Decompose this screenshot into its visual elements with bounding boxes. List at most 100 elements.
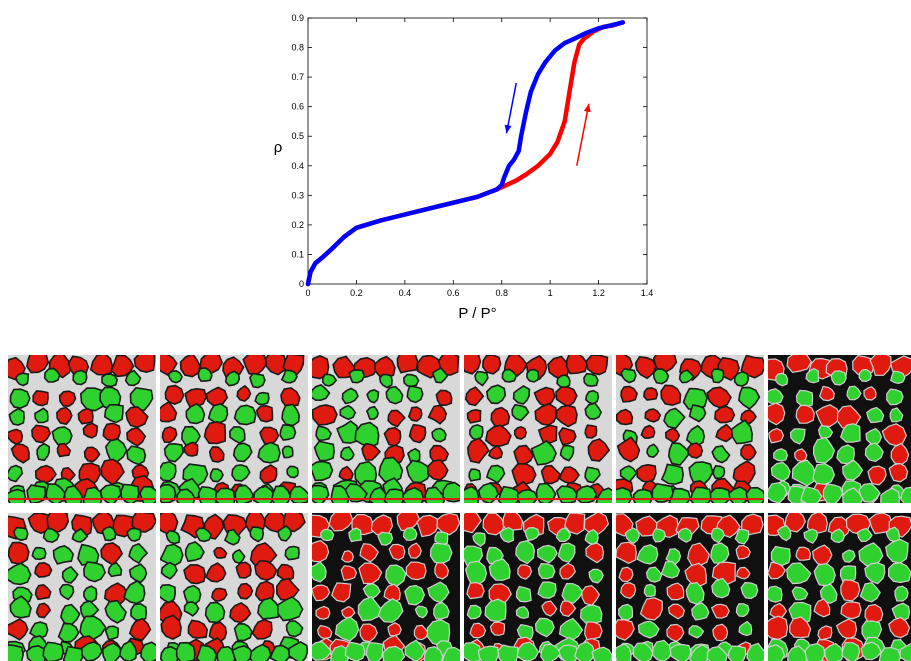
green-domain: [797, 390, 813, 406]
green-domain: [321, 529, 334, 540]
y-tick-label: 0: [299, 279, 304, 289]
x-tick-label: 0.2: [350, 288, 363, 298]
green-domain: [736, 604, 749, 617]
red-domain: [796, 547, 811, 560]
green-domain: [206, 603, 225, 623]
red-domain: [645, 409, 660, 422]
red-domain: [470, 623, 485, 638]
arrowhead-1: [584, 104, 591, 113]
bottom-red-line: [160, 498, 308, 500]
green-domain: [131, 604, 146, 621]
green-domain: [435, 532, 448, 544]
snapshot-svg: [464, 355, 612, 503]
y-tick-label: 0.9: [291, 13, 304, 23]
green-domain: [43, 642, 63, 661]
green-domain: [73, 371, 87, 385]
bottom-red-line: [464, 498, 612, 500]
snapshot-svg: [768, 513, 911, 661]
green-domain: [768, 586, 782, 602]
green-domain: [711, 543, 729, 563]
snapshot-svg: [8, 355, 156, 503]
green-domain: [349, 370, 364, 383]
snapshot-svg: [160, 355, 308, 503]
arrowhead-0: [505, 125, 512, 134]
x-tick-label: 1.2: [592, 288, 605, 298]
red-domain: [864, 387, 876, 400]
y-tick-label: 0.2: [291, 220, 304, 230]
red-domain: [238, 584, 252, 599]
green-domain: [527, 369, 539, 382]
snapshot-svg: [768, 355, 911, 503]
green-domain: [177, 643, 195, 661]
red-domain: [205, 422, 226, 444]
red-domain: [515, 427, 526, 439]
green-domain: [813, 464, 835, 485]
red-domain: [410, 425, 426, 443]
red-domain: [559, 428, 576, 445]
green-domain: [710, 488, 731, 503]
snapshot-panel: [312, 513, 460, 661]
snapshot-svg: [464, 513, 612, 661]
red-domain: [713, 624, 728, 641]
green-domain: [235, 624, 252, 641]
green-domain: [32, 548, 46, 560]
red-domain: [491, 622, 505, 635]
red-domain: [103, 423, 120, 440]
y-tick-label: 0.8: [291, 43, 304, 53]
snapshot-panel: [160, 355, 308, 503]
x-tick-label: 0.8: [495, 288, 508, 298]
green-domain: [160, 462, 176, 481]
red-domain: [35, 563, 52, 577]
x-axis-label: P / P°: [458, 305, 496, 322]
green-domain: [10, 389, 29, 408]
red-domain: [467, 583, 484, 599]
green-domain: [27, 485, 45, 503]
snapshot-panel: [616, 513, 764, 661]
red-domain: [796, 405, 814, 423]
green-domain: [84, 586, 97, 602]
green-domain: [774, 449, 788, 461]
red-domain: [769, 429, 784, 443]
x-tick-label: 1.4: [641, 288, 654, 298]
red-domain: [637, 465, 656, 483]
y-tick-label: 0.3: [291, 190, 304, 200]
green-domain: [539, 564, 555, 579]
green-domain: [654, 369, 669, 384]
red-domain: [341, 566, 356, 581]
red-domain: [865, 605, 883, 623]
green-domain: [584, 374, 598, 386]
snapshot-panel: [464, 513, 612, 661]
green-domain: [404, 375, 419, 387]
green-domain: [517, 490, 538, 503]
snapshot-svg: [312, 513, 460, 661]
y-tick-label: 0.5: [291, 131, 304, 141]
green-domain: [404, 528, 417, 541]
red-domain: [621, 386, 637, 401]
red-domain: [491, 408, 509, 427]
snapshot-panel: [616, 355, 764, 503]
green-domain: [102, 527, 115, 540]
green-domain: [407, 386, 423, 402]
green-domain: [619, 604, 633, 620]
green-domain: [8, 490, 26, 504]
green-domain: [746, 488, 764, 503]
red-domain: [60, 391, 76, 406]
bottom-red-line: [312, 498, 460, 500]
snapshot-svg: [312, 355, 460, 503]
green-domain: [470, 425, 483, 441]
green-domain: [895, 586, 908, 601]
snapshot-panel: [160, 513, 308, 661]
green-domain: [859, 370, 871, 382]
red-domain: [567, 355, 588, 374]
red-domain: [617, 410, 633, 425]
bottom-red-line: [8, 498, 156, 500]
red-domain: [313, 405, 338, 425]
snapshot-panel: [768, 513, 911, 661]
red-domain: [585, 622, 602, 640]
green-domain: [557, 375, 570, 388]
red-domain: [468, 410, 481, 423]
green-domain: [735, 372, 749, 386]
green-domain: [516, 607, 528, 619]
green-domain: [285, 546, 299, 559]
